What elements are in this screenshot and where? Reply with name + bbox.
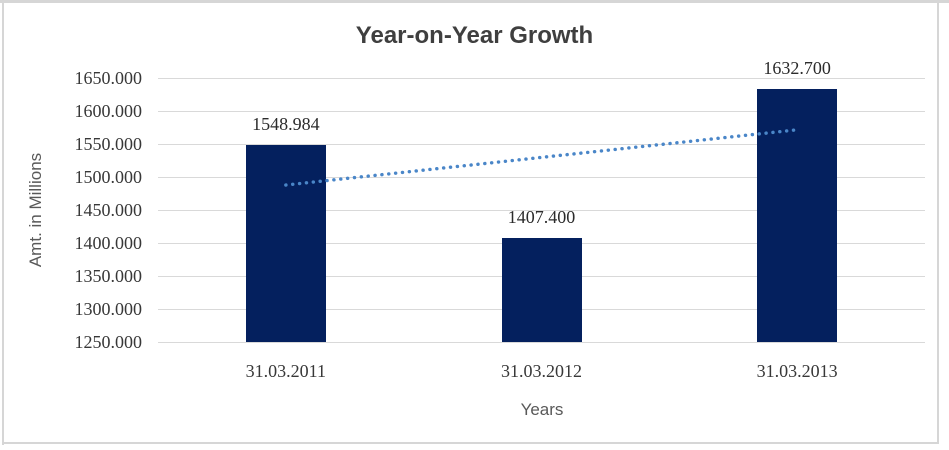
x-tick-label: 31.03.2012 [501, 361, 582, 381]
chart-border-left [2, 0, 4, 445]
y-tick-label: 1350.000 [74, 266, 143, 286]
bar [245, 144, 326, 342]
bar [501, 238, 582, 342]
gridline [158, 110, 925, 112]
y-tick-label: 1450.000 [74, 200, 143, 220]
y-tick-label: 1400.000 [74, 233, 143, 253]
x-axis-title: Years [520, 400, 564, 419]
y-tick-label: 1250.000 [74, 332, 143, 352]
x-tick-label: 31.03.2013 [756, 361, 838, 381]
bar [757, 89, 838, 342]
bar-data-label: 1407.400 [507, 207, 576, 228]
bar-data-label: 1548.984 [252, 113, 320, 134]
y-tick-label: 1550.000 [74, 134, 143, 154]
y-tick-label: 1500.000 [74, 167, 143, 187]
bar-data-label: 1632.700 [763, 58, 831, 79]
gridline [158, 341, 925, 343]
chart-border-top [0, 0, 949, 3]
y-tick-label: 1300.000 [74, 299, 143, 319]
gridline [158, 209, 925, 211]
chart-border-bottom [2, 442, 939, 444]
x-tick-label: 31.03.2011 [245, 361, 326, 381]
gridline [158, 77, 925, 79]
chart-title: Year-on-Year Growth [355, 22, 594, 49]
y-tick-label: 1600.000 [74, 101, 143, 121]
chart-border-right [937, 0, 939, 444]
y-tick-label: 1650.000 [74, 68, 143, 88]
